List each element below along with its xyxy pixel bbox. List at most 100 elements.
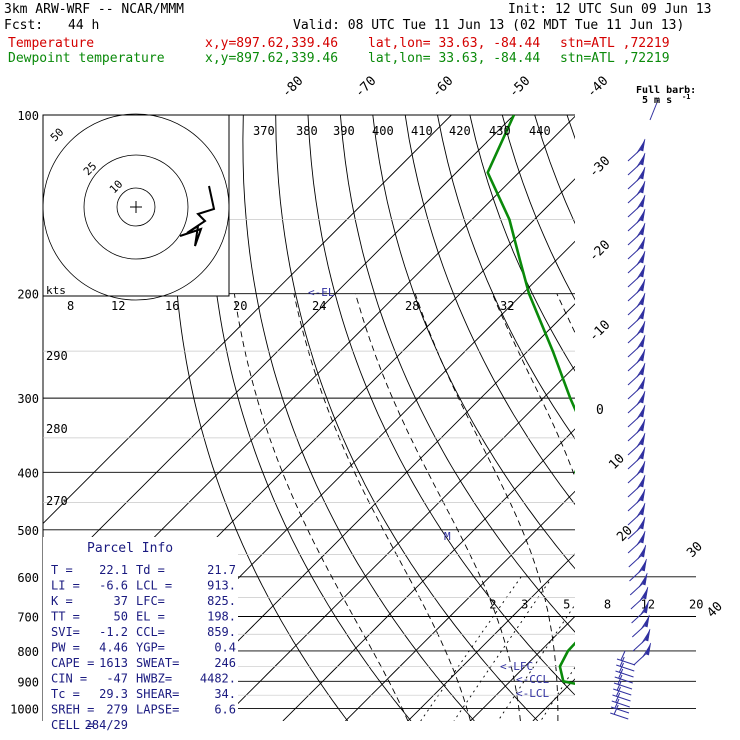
theta-label: 390 bbox=[333, 124, 355, 138]
wind-barb-low-tick bbox=[616, 680, 622, 691]
wind-barb-tick bbox=[636, 225, 645, 238]
isotherm-line bbox=[658, 115, 740, 721]
parcel-info-cell: 22.1 bbox=[99, 563, 128, 577]
theta-label: 420 bbox=[449, 124, 471, 138]
dry-adiabat-line bbox=[275, 115, 539, 721]
pressure-label: 700 bbox=[17, 611, 39, 625]
dry-adiabat-line bbox=[501, 115, 575, 301]
wind-barb-low-tick bbox=[617, 674, 623, 685]
parcel-info-cell: YGP= bbox=[136, 641, 165, 655]
parcel-info-cell: 50 bbox=[114, 610, 128, 624]
dry-adiabat-line bbox=[307, 115, 575, 696]
legend-dewpoint-name: Dewpoint temperature bbox=[8, 51, 165, 66]
parcel-info-cell: 21.7 bbox=[207, 563, 236, 577]
isotherm-label: 30 bbox=[684, 539, 706, 561]
wind-barb-low bbox=[611, 700, 630, 708]
wind-barb-tick bbox=[640, 603, 649, 616]
wind-barb-low bbox=[610, 706, 630, 714]
parcel-info-cell: LCL = bbox=[136, 579, 172, 593]
wind-barb-low bbox=[612, 694, 631, 702]
wind-barb-tick bbox=[641, 631, 650, 644]
wind-barb-tick bbox=[636, 449, 645, 462]
dewpoint-trace bbox=[486, 115, 575, 686]
dry-adiabat-line bbox=[339, 115, 575, 633]
parcel-info-cell: -47 bbox=[106, 672, 128, 686]
hodograph-ring-10 bbox=[116, 187, 156, 227]
parcel-info-cell: SHEAR= bbox=[136, 687, 179, 701]
hodo-bottom-label: 12 bbox=[111, 299, 125, 313]
wind-barb-tick bbox=[638, 561, 646, 574]
pressure-label: 100 bbox=[17, 109, 39, 123]
parcel-info-cell: 1613 bbox=[99, 656, 128, 670]
isotherm-label: -70 bbox=[352, 74, 379, 101]
parcel-info-cell: SWEAT= bbox=[136, 656, 179, 670]
moist-adiabat-line bbox=[414, 293, 559, 721]
parcel-info-cell: LFC= bbox=[136, 594, 165, 608]
wind-barb-tick bbox=[636, 323, 645, 336]
wind-barb-low bbox=[614, 676, 633, 684]
isotherm-line bbox=[470, 615, 575, 721]
wind-barb-tick bbox=[638, 575, 647, 588]
theta-side-label: 270 bbox=[46, 494, 68, 508]
moist-adiabat-line bbox=[670, 294, 728, 721]
isotherm-label: -40 bbox=[584, 74, 611, 101]
parcel-info-cell: CIN = bbox=[51, 672, 87, 686]
dry-adiabat-line bbox=[208, 115, 412, 721]
legend-dewpoint-station: stn=ATL ,72219 bbox=[560, 51, 670, 66]
dry-adiabat-line bbox=[697, 115, 740, 721]
legend-dewpoint-xy: x,y=897.62,339.46 bbox=[205, 51, 339, 66]
mixing-ratio-label: 5 bbox=[563, 598, 570, 612]
isotherm-line bbox=[595, 115, 740, 721]
dry-adiabat-line bbox=[437, 115, 575, 440]
parcel-info-cell: CAPE = bbox=[51, 656, 94, 670]
wind-barb-tick bbox=[636, 379, 645, 392]
wind-barb-low bbox=[616, 664, 635, 672]
isotherm-label: 10 bbox=[606, 451, 628, 473]
wind-barb-tick bbox=[636, 519, 645, 532]
wind-barb-low-tick bbox=[616, 686, 621, 697]
wind-barb-low-tick bbox=[620, 650, 626, 661]
parcel-info-cell: Td = bbox=[136, 563, 165, 577]
model-title: 3km ARW-WRF -- NCAR/MMM bbox=[4, 2, 185, 17]
wind-barb-tick bbox=[636, 407, 645, 420]
parcel-info-cell: K = bbox=[51, 594, 73, 608]
mixing-ratio-line bbox=[453, 576, 553, 721]
m-marker: M bbox=[444, 530, 451, 543]
wind-barb-tick bbox=[636, 197, 645, 210]
wind-barb-tick bbox=[639, 589, 648, 602]
wind-barbs bbox=[610, 99, 659, 720]
theta-label: 380 bbox=[296, 124, 318, 138]
moist-adiabat-line bbox=[293, 293, 471, 721]
legend-temperature-station: stn=ATL ,72219 bbox=[560, 36, 670, 51]
wind-barb-low-tick bbox=[618, 668, 624, 679]
wind-barb-tick bbox=[636, 239, 645, 252]
mixing-ratio-label: 3 bbox=[521, 598, 528, 612]
pressure-label: 500 bbox=[17, 524, 39, 538]
dry-adiabat-line bbox=[632, 115, 740, 721]
isotherm-label: -50 bbox=[506, 74, 533, 101]
mixing-ratio-line bbox=[420, 576, 522, 721]
parcel-info-cell: CCL= bbox=[136, 625, 165, 639]
mixing-ratio-lines bbox=[420, 576, 575, 721]
valid-time: Valid: 08 UTC Tue 11 Jun 13 (02 MDT Tue … bbox=[293, 18, 685, 33]
wind-barb-tick bbox=[636, 351, 645, 364]
parcel-info-cell: LI = bbox=[51, 579, 80, 593]
wind-barb-tick bbox=[636, 155, 645, 168]
hodo-bottom-label: 32 bbox=[500, 299, 514, 313]
mixing-ratio-line bbox=[497, 603, 575, 721]
isotherm-line bbox=[720, 115, 740, 721]
pressure-label: 300 bbox=[17, 392, 39, 406]
dry-adiabat-line bbox=[664, 115, 740, 721]
parcel-info-box: Parcel Info T = 22.1 Td = 21.7 LI = -6.6 LCL =… bbox=[43, 537, 238, 732]
parcel-info-cell: 6.6 bbox=[214, 703, 236, 717]
parcel-info-cell: Tc = bbox=[51, 687, 80, 701]
isotherm-label: -30 bbox=[586, 154, 613, 181]
parcel-info-cell: -1.2 bbox=[99, 625, 128, 639]
wind-barb-tick bbox=[636, 533, 645, 546]
pressure-label: 1000 bbox=[10, 702, 39, 716]
hodo-bottom-label: 28 bbox=[405, 299, 419, 313]
dry-adiabat-line bbox=[566, 115, 575, 140]
parcel-info-cell: SVI= bbox=[51, 625, 80, 639]
parcel-info-cell: EL = bbox=[136, 610, 165, 624]
